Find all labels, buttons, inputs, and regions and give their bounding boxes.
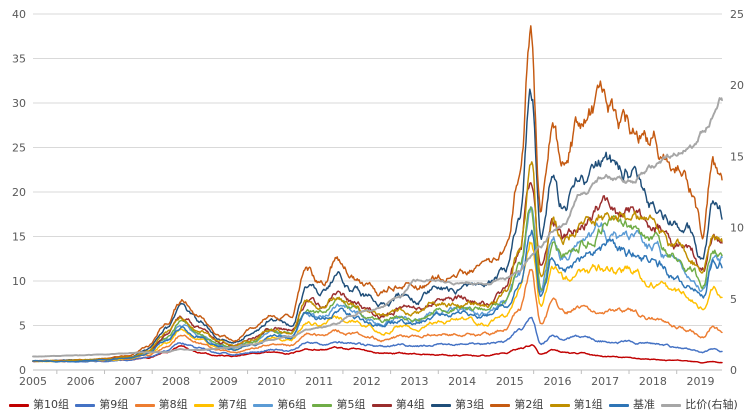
x-axis-label: 2015 — [496, 375, 524, 388]
legend-item-第3组: 第3组 — [431, 398, 484, 412]
legend-line-swatch — [193, 403, 214, 407]
left-axis-tick-label: 35 — [12, 53, 26, 66]
left-axis-tick-label: 20 — [12, 186, 26, 199]
legend-item-第2组: 第2组 — [490, 398, 543, 412]
series-line-第1组 — [32, 161, 723, 363]
legend-label: 第7组 — [217, 398, 247, 411]
left-axis-tick-label: 40 — [12, 8, 26, 21]
legend-line-swatch — [371, 403, 392, 407]
legend-item-第5组: 第5组 — [312, 398, 365, 412]
legend-item-第1组: 第1组 — [549, 398, 603, 412]
x-axis-label: 2016 — [543, 375, 571, 388]
legend-label: 第8组 — [158, 398, 188, 411]
left-axis-tick-label: 15 — [12, 231, 26, 244]
left-axis-tick-label: 25 — [12, 142, 26, 155]
legend-line-swatch — [75, 403, 96, 407]
left-axis-tick-label: 10 — [12, 275, 26, 288]
legend-label: 第2组 — [514, 398, 544, 411]
series-line-第6组 — [32, 206, 723, 363]
legend-item-第10组: 第10组 — [9, 398, 69, 412]
right-axis-tick-label: 15 — [730, 150, 744, 163]
series-line-第4组 — [32, 182, 723, 362]
left-axis-tick-label: 5 — [19, 320, 26, 333]
series-line-第9组 — [32, 316, 723, 363]
legend-line-swatch — [253, 403, 274, 407]
series-line-第3组 — [32, 88, 723, 362]
x-axis-label: 2008 — [162, 375, 190, 388]
x-axis-label: 2010 — [257, 375, 285, 388]
series-line-第10组 — [32, 344, 723, 364]
legend-label: 比价(右轴) — [685, 398, 738, 411]
right-axis-tick-label: 5 — [730, 293, 737, 306]
legend-item-第9组: 第9组 — [75, 398, 128, 412]
legend-label: 第1组 — [573, 398, 603, 411]
legend-label: 第5组 — [336, 398, 366, 411]
right-axis-tick-label: 0 — [730, 364, 737, 377]
x-axis-label: 2012 — [353, 375, 381, 388]
legend-label: 第3组 — [455, 398, 485, 411]
x-axis-label: 2007 — [114, 375, 142, 388]
x-axis-label: 2009 — [210, 375, 238, 388]
x-axis-label: 2017 — [591, 375, 619, 388]
legend-label: 第10组 — [33, 398, 69, 411]
legend-label: 第9组 — [99, 398, 129, 411]
legend-label: 基准 — [632, 398, 655, 411]
legend-line-swatch — [490, 403, 511, 407]
x-axis-label: 2005 — [19, 375, 47, 388]
legend-line-swatch — [608, 403, 629, 407]
x-axis-label: 2006 — [67, 375, 95, 388]
x-axis-label: 2011 — [305, 375, 333, 388]
legend-line-swatch — [661, 403, 682, 407]
left-axis-tick-label: 0 — [19, 364, 26, 377]
chart-legend: 第10组 第9组 第8组 第7组 第6组 第5组 第4组 第3组 第2组 第1组 基准 比价(右轴) — [0, 397, 747, 413]
right-axis-tick-label: 10 — [730, 222, 744, 235]
right-axis-tick-label: 20 — [730, 79, 744, 92]
x-axis-label: 2018 — [639, 375, 667, 388]
series-line-第8组 — [32, 268, 723, 363]
legend-item-第4组: 第4组 — [371, 398, 425, 412]
legend-item-第6组: 第6组 — [253, 398, 306, 412]
x-axis-label: 2014 — [448, 375, 476, 388]
legend-line-swatch — [9, 403, 29, 407]
legend-line-swatch — [549, 403, 570, 407]
series-line-第5组 — [32, 206, 723, 363]
x-axis-label: 2019 — [687, 375, 715, 388]
legend-item-第8组: 第8组 — [134, 398, 188, 412]
right-axis-tick-label: 25 — [730, 8, 744, 21]
legend-item-基准: 基准 — [608, 398, 655, 412]
x-axis-label: 2013 — [400, 375, 428, 388]
legend-line-swatch — [431, 403, 452, 407]
legend-item-第7组: 第7组 — [193, 398, 247, 412]
legend-label: 第6组 — [277, 398, 307, 411]
series-line-第7组 — [32, 241, 723, 363]
series-line-第2组 — [32, 25, 723, 363]
legend-label: 第4组 — [395, 398, 425, 411]
legend-line-swatch — [134, 403, 155, 407]
left-axis-tick-label: 30 — [12, 97, 26, 110]
legend-item-比价(右轴): 比价(右轴) — [661, 398, 738, 412]
series-line-比价(右轴) — [32, 97, 723, 358]
legend-line-swatch — [312, 403, 333, 407]
